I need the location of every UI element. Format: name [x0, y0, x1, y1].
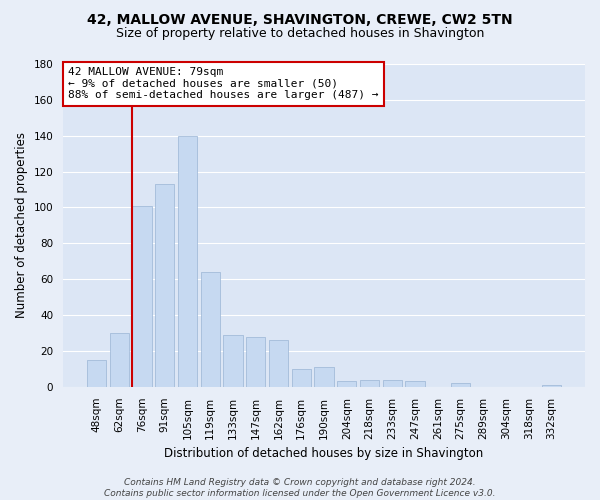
Bar — [155, 184, 175, 387]
Text: 42 MALLOW AVENUE: 79sqm
← 9% of detached houses are smaller (50)
88% of semi-det: 42 MALLOW AVENUE: 79sqm ← 9% of detached… — [68, 67, 379, 100]
Bar — [246, 336, 265, 387]
Bar — [360, 380, 379, 387]
Bar — [110, 333, 129, 387]
Bar — [314, 367, 334, 387]
Y-axis label: Number of detached properties: Number of detached properties — [15, 132, 28, 318]
Bar — [292, 369, 311, 387]
Bar — [132, 206, 152, 387]
Bar — [383, 380, 402, 387]
Bar — [269, 340, 288, 387]
Bar — [178, 136, 197, 387]
Bar — [337, 382, 356, 387]
Bar — [451, 383, 470, 387]
Bar — [542, 385, 561, 387]
Text: 42, MALLOW AVENUE, SHAVINGTON, CREWE, CW2 5TN: 42, MALLOW AVENUE, SHAVINGTON, CREWE, CW… — [87, 12, 513, 26]
Bar — [87, 360, 106, 387]
Bar — [223, 335, 242, 387]
Text: Contains HM Land Registry data © Crown copyright and database right 2024.
Contai: Contains HM Land Registry data © Crown c… — [104, 478, 496, 498]
Bar — [406, 382, 425, 387]
X-axis label: Distribution of detached houses by size in Shavington: Distribution of detached houses by size … — [164, 447, 484, 460]
Bar — [200, 272, 220, 387]
Text: Size of property relative to detached houses in Shavington: Size of property relative to detached ho… — [116, 28, 484, 40]
